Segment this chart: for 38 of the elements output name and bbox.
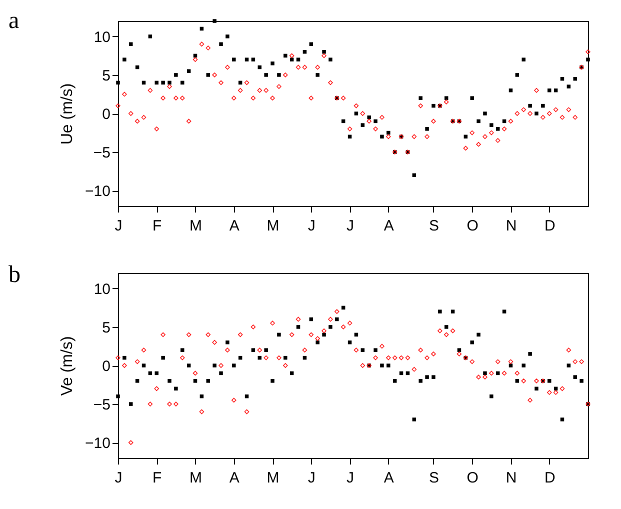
y-tick-label: −10	[85, 435, 110, 452]
x-tick-label: A	[384, 470, 394, 486]
y-tick-label: 5	[102, 67, 110, 84]
x-tick-label: F	[152, 470, 162, 486]
y-tick-label: 10	[94, 280, 110, 298]
y-tick-label: 0	[102, 358, 110, 375]
x-tick-label: N	[506, 470, 517, 486]
x-tick-label: J	[114, 470, 122, 486]
chart-title: b	[8, 262, 21, 288]
x-tick-label: M	[190, 470, 202, 486]
y-tick-label: −5	[93, 396, 110, 414]
x-tick-label: M	[266, 218, 280, 234]
x-tick-label: J	[114, 218, 122, 234]
x-tick-label: J	[308, 218, 316, 234]
x-tick-label: O	[466, 218, 478, 234]
y-tick-label: 0	[102, 106, 110, 123]
x-tick-label: O	[466, 470, 478, 486]
x-tick-label: F	[152, 218, 162, 234]
chart-title: a	[8, 8, 20, 34]
y-tick-label: −10	[85, 183, 110, 200]
y-axis-title: Ve (m/s)	[59, 336, 76, 396]
x-tick-label: A	[384, 218, 394, 234]
y-tick-label: 5	[102, 319, 110, 336]
x-tick-label: N	[506, 218, 517, 234]
x-tick-label: A	[229, 470, 240, 486]
x-tick-label: S	[428, 218, 439, 234]
x-tick-label: J	[308, 470, 316, 486]
x-tick-label: D	[544, 470, 556, 486]
x-tick-label: S	[428, 470, 439, 486]
y-tick-label: 10	[94, 28, 110, 46]
x-tick-label: M	[190, 218, 202, 234]
x-tick-label: J	[346, 218, 354, 234]
x-tick-label: A	[229, 218, 240, 234]
y-tick-label: −5	[93, 144, 110, 162]
y-axis-title: Ue (m/s)	[59, 83, 76, 145]
x-tick-label: J	[346, 470, 354, 486]
x-tick-label: D	[544, 218, 556, 234]
x-tick-label: M	[266, 470, 280, 486]
